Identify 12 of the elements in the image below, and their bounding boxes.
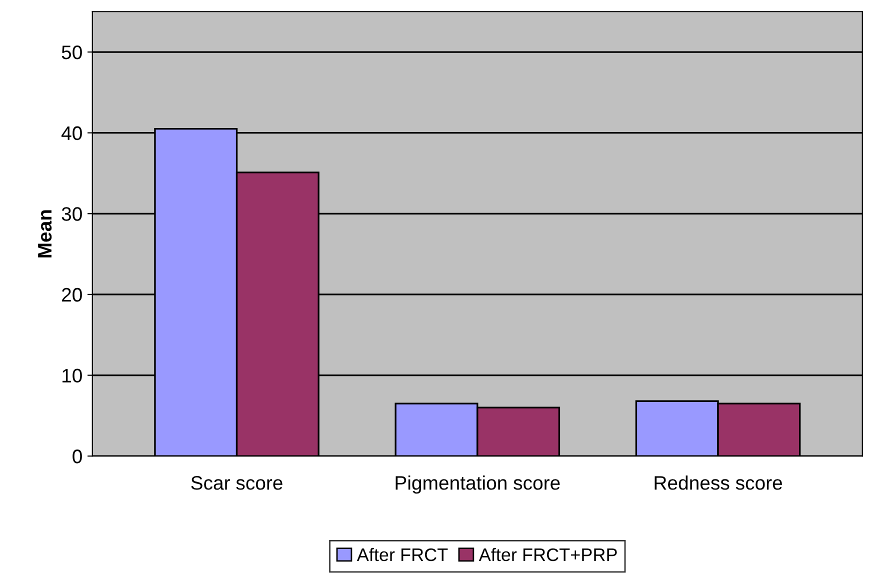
y-tick-label: 40 — [62, 126, 82, 140]
y-tick-label: 10 — [62, 368, 82, 383]
y-tick-label: 30 — [62, 207, 82, 221]
x-tick-label: Scar score — [191, 476, 282, 490]
legend-label: After FRCT+PRP — [478, 548, 617, 562]
y-tick-label: 20 — [62, 288, 82, 302]
y-axis-title: Mean — [38, 210, 52, 258]
x-tick-label: Pigmentation score — [396, 476, 560, 494]
x-tick-label: Redness score — [654, 476, 782, 490]
legend-label: After FRCT — [356, 548, 448, 562]
y-tick-label: 0 — [72, 450, 82, 464]
y-tick-label: 50 — [62, 45, 82, 60]
